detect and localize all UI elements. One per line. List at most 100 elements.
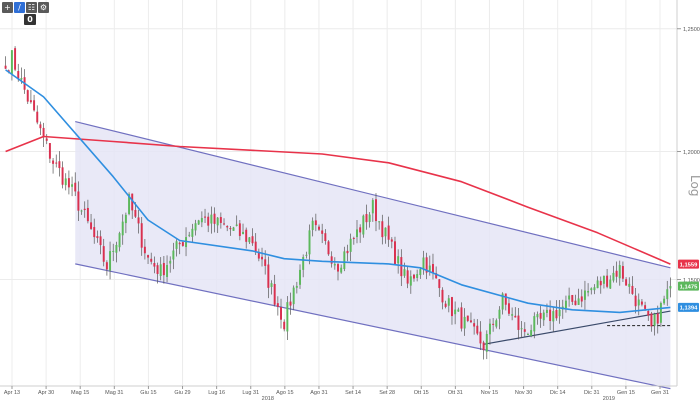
candle xyxy=(159,257,162,281)
candle-body xyxy=(612,272,615,281)
candle xyxy=(153,256,156,274)
draw-line-icon[interactable]: / xyxy=(14,2,25,13)
candle-body xyxy=(178,242,181,245)
candle xyxy=(356,220,358,244)
candle-body xyxy=(384,227,387,237)
candle-body xyxy=(17,71,20,80)
candle-body xyxy=(381,221,384,238)
candle-body xyxy=(552,311,555,322)
candle xyxy=(289,292,292,315)
candle-body xyxy=(143,246,146,254)
candle xyxy=(523,322,526,337)
candle xyxy=(102,238,105,267)
candle-body xyxy=(289,301,292,306)
candle xyxy=(542,309,545,326)
candle xyxy=(352,236,355,245)
candle xyxy=(656,305,659,334)
candle xyxy=(387,216,390,247)
candle-body xyxy=(602,275,605,284)
candle xyxy=(653,312,656,336)
candle xyxy=(431,253,434,280)
candle xyxy=(571,294,574,305)
candle xyxy=(485,330,488,360)
candle-body xyxy=(302,256,305,270)
chart-toolbar: + / ☷ ⚙ xyxy=(2,2,49,13)
candle xyxy=(242,223,245,235)
y-axis: 1,2500 1,2000 1,1500 xyxy=(676,0,700,386)
candle xyxy=(492,318,495,332)
candle-body xyxy=(530,330,533,337)
candle xyxy=(397,249,400,274)
candle xyxy=(577,288,580,306)
candle xyxy=(74,172,77,197)
candle-body xyxy=(181,242,184,246)
price-badge-background xyxy=(678,281,699,291)
candle-body xyxy=(267,264,270,288)
candle-body xyxy=(469,320,472,323)
candle-body xyxy=(131,193,134,211)
log-scale-label[interactable]: Log xyxy=(682,175,700,205)
candle-body xyxy=(286,302,289,332)
candle-body xyxy=(52,160,55,164)
candle-body xyxy=(615,270,618,277)
x-tick-label: Nov 15 xyxy=(481,390,498,396)
candle-body xyxy=(188,234,191,236)
candle xyxy=(14,46,17,72)
candle-body xyxy=(219,217,222,223)
candle-body xyxy=(29,100,32,103)
candle xyxy=(112,243,115,262)
candle-body xyxy=(593,287,596,291)
candle-body xyxy=(166,264,169,277)
candle xyxy=(476,319,479,336)
candle-body xyxy=(283,321,286,330)
candle xyxy=(58,151,61,177)
candle-body xyxy=(346,250,349,254)
candle-body xyxy=(162,262,165,276)
candle-body xyxy=(207,216,210,226)
x-tick-label: Set 14 xyxy=(345,390,361,396)
candle-body xyxy=(457,309,460,312)
candle-body xyxy=(48,143,51,159)
year-label: 2018 xyxy=(262,396,274,400)
candle xyxy=(359,224,362,243)
candle xyxy=(45,134,48,145)
candle-body xyxy=(308,230,311,255)
candle xyxy=(507,298,510,316)
candle-body xyxy=(109,251,112,271)
candle-body xyxy=(416,274,419,278)
candle-body xyxy=(609,279,612,289)
candle xyxy=(362,214,365,238)
candlestick-series xyxy=(4,46,672,360)
candle xyxy=(340,264,343,274)
candle-body xyxy=(124,214,127,224)
x-axis: Apr 13 Apr 30 Mag 15 Mag 31 Giu 15 Giu 29 Lug … xyxy=(0,385,677,400)
zoom-badge[interactable]: 0 xyxy=(24,14,36,25)
y-tick-label: 1,2000 xyxy=(683,150,700,156)
candle-body xyxy=(273,283,276,305)
x-tick-label: Ott 15 xyxy=(414,390,429,396)
candle xyxy=(488,318,491,345)
candle-body xyxy=(644,305,647,309)
price-badge-background xyxy=(678,302,699,312)
candle xyxy=(441,287,444,310)
candle xyxy=(650,311,653,332)
channel-lower-line xyxy=(75,263,671,390)
candle xyxy=(666,280,669,306)
candle-body xyxy=(637,299,640,306)
settings-icon[interactable]: ⚙ xyxy=(38,2,49,13)
candle xyxy=(29,89,32,104)
candle xyxy=(238,220,241,241)
candle-body xyxy=(663,298,666,304)
candle xyxy=(583,280,586,310)
candle xyxy=(669,277,672,298)
candle-body xyxy=(454,309,457,315)
x-tick-label: Lug 16 xyxy=(208,390,225,396)
candle xyxy=(219,212,222,229)
zoom-icon[interactable]: ☷ xyxy=(26,2,37,13)
candle xyxy=(473,318,476,335)
crosshair-icon[interactable]: + xyxy=(2,2,13,13)
candle-body xyxy=(197,220,200,225)
candle xyxy=(169,256,172,273)
candle-body xyxy=(147,255,150,258)
